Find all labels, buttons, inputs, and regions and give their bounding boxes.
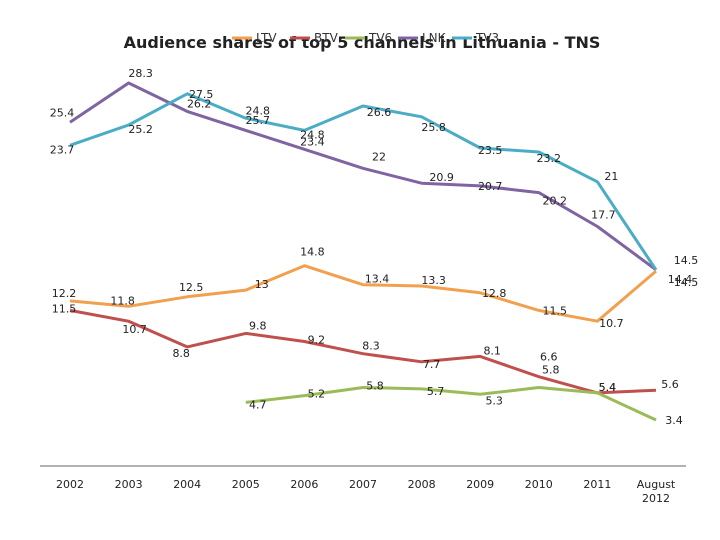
data-label: 8.3 [362,340,380,353]
data-label: 10.7 [599,317,624,330]
data-label: 10.7 [122,323,147,336]
data-label: 22 [372,150,386,163]
data-label: 17.7 [591,208,616,221]
x-tick-label: 2005 [232,478,260,491]
data-label: 5.4 [599,381,617,394]
legend-label: TV6 [368,31,392,45]
data-label: 6.6 [540,351,558,364]
x-tick-label: August 2012 [637,478,676,505]
data-label: 9.8 [249,319,267,332]
data-label: 4.7 [249,398,267,411]
data-label: 5.4 [599,381,617,394]
data-label: 20.9 [429,171,454,184]
legend: LTV BTV TV6 LNK TV3 [232,31,499,45]
data-label: 24.8 [300,128,325,141]
x-tick-label: 2007 [349,478,377,491]
x-axis-ticks: 2002 2003 2004 2005 2006 2007 2008 2009 2010 2011… [56,478,676,505]
series-line-ltv [69,264,657,323]
data-label: 23.5 [478,144,503,157]
x-tick-label: 2010 [525,478,553,491]
data-label: 26.6 [367,106,392,119]
data-label: 21 [604,170,618,183]
data-label: 13.3 [421,274,446,287]
data-label: 14.8 [300,246,325,259]
series-line-tv3 [69,92,658,271]
data-label: 8.8 [172,347,190,360]
data-label: 12.8 [482,287,507,300]
data-label: 11.5 [52,302,77,315]
x-tick-label: 2002 [56,478,84,491]
legend-label: LTV [256,31,277,45]
x-tick-label: 2003 [115,478,143,491]
data-label: 25.7 [246,114,271,127]
data-label: 20.7 [478,180,503,193]
data-label: 12.5 [179,281,204,294]
data-label: 11.8 [110,294,135,307]
data-label: 7.7 [423,358,441,371]
data-label: 26.2 [187,97,212,110]
data-label: 12.2 [52,287,77,300]
data-label: 9.2 [308,333,326,346]
data-label: 23.4 [300,135,325,148]
data-label: 25.8 [421,121,446,134]
data-label: 25.2 [128,123,153,136]
data-label: 14.5 [674,254,699,267]
data-label: 5.6 [661,378,679,391]
data-label: 8.1 [483,344,501,357]
series-line-tv6 [245,386,657,422]
legend-label: TV3 [475,31,499,45]
data-label: 20.2 [543,195,568,208]
data-label: 3.4 [665,414,683,427]
data-label: 14.4 [668,273,693,286]
data-label: 25.4 [50,106,75,119]
data-label: 5.8 [542,364,560,377]
series-line-lnk [69,81,657,272]
chart-title: Audience shares of top 5 channels in Lit… [124,33,601,52]
data-label: 23.7 [50,143,75,156]
x-tick-label: 2004 [173,478,201,491]
data-label: 5.3 [485,394,503,407]
data-label: 24.8 [246,104,271,117]
data-label: 13.4 [365,273,390,286]
data-label: 13 [255,278,269,291]
data-label: 27.5 [189,88,214,101]
data-label: 14.5 [674,276,699,289]
data-label: 23.2 [537,152,562,165]
data-label: 5.8 [366,380,384,393]
x-tick-label: 2009 [466,478,494,491]
x-tick-label: 2011 [583,478,611,491]
data-label: 5.7 [427,385,445,398]
data-label: 11.5 [543,304,568,317]
series-line-btv [69,308,657,395]
data-label: 5.2 [308,388,326,401]
data-labels: 12.2 11.8 12.5 13 14.8 13.4 13.3 12.8 11.5 10.7 14… [50,67,699,427]
x-tick-label: 2006 [290,478,318,491]
legend-label: LNK [422,31,447,45]
series-lines [69,81,658,422]
data-label: 28.3 [128,67,153,80]
x-tick-label: 2008 [408,478,436,491]
legend-label: BTV [314,31,339,45]
